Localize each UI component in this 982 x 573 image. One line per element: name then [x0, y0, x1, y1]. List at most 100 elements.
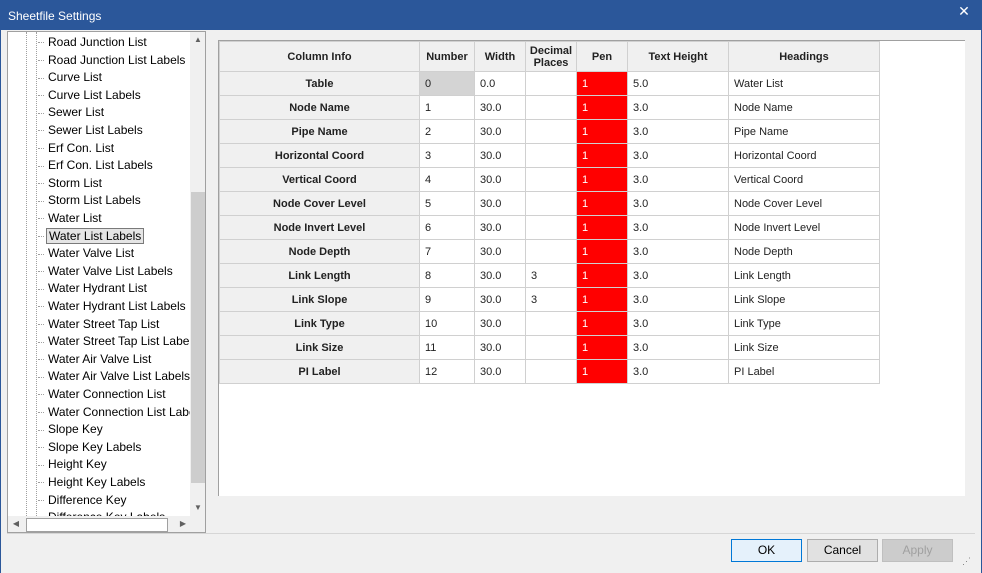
column-header[interactable]: Column Info [219, 41, 420, 72]
cell-decimals[interactable] [525, 191, 577, 216]
cell-decimals[interactable] [525, 215, 577, 240]
tree-item[interactable]: Difference Key [38, 492, 129, 509]
cell-width[interactable]: 30.0 [474, 359, 526, 384]
cell-decimals[interactable] [525, 119, 577, 144]
tree-item[interactable]: Water List [38, 210, 104, 227]
cell-number[interactable]: 9 [419, 287, 475, 312]
tree-item[interactable]: Water List Labels [38, 227, 145, 245]
scroll-down-icon[interactable]: ▼ [194, 503, 202, 512]
cell-number[interactable]: 2 [419, 119, 475, 144]
cell-number[interactable]: 6 [419, 215, 475, 240]
cell-width[interactable]: 30.0 [474, 95, 526, 120]
cell-width[interactable]: 30.0 [474, 287, 526, 312]
cell-text-height[interactable]: 3.0 [627, 287, 729, 312]
tree-item[interactable]: Water Hydrant List [38, 280, 149, 297]
sheet-tree[interactable]: Road Junction List Road Junction List Lab… [7, 31, 206, 533]
cell-heading[interactable]: Link Type [728, 311, 880, 336]
tree-item[interactable]: Slope Key [38, 421, 105, 438]
column-header[interactable]: Headings [728, 41, 880, 72]
tree-item[interactable]: Height Key [38, 456, 109, 473]
cell-width[interactable]: 30.0 [474, 191, 526, 216]
column-header[interactable]: Pen [576, 41, 628, 72]
tree-item[interactable]: Road Junction List [38, 34, 149, 51]
column-header[interactable]: Decimal Places [525, 41, 577, 72]
tree-item[interactable]: Water Valve List Labels [38, 263, 175, 280]
cell-heading[interactable]: Link Length [728, 263, 880, 288]
cell-decimals[interactable] [525, 71, 577, 96]
cell-heading[interactable]: Node Invert Level [728, 215, 880, 240]
ok-button[interactable]: OK [731, 539, 802, 562]
tree-item[interactable]: Storm List Labels [38, 192, 143, 209]
cell-number[interactable]: 10 [419, 311, 475, 336]
cell-pen[interactable]: 1 [576, 287, 628, 312]
tree-item[interactable]: Sewer List [38, 104, 106, 121]
cell-decimals[interactable]: 3 [525, 263, 577, 288]
cell-pen[interactable]: 1 [576, 359, 628, 384]
cell-heading[interactable]: Node Name [728, 95, 880, 120]
cell-number[interactable]: 1 [419, 95, 475, 120]
cell-text-height[interactable]: 3.0 [627, 335, 729, 360]
close-icon[interactable]: ✕ [958, 3, 970, 19]
cell-decimals[interactable] [525, 359, 577, 384]
cell-number[interactable]: 3 [419, 143, 475, 168]
tree-vertical-scrollbar[interactable]: ▲ ▼ [190, 32, 205, 516]
scroll-thumb[interactable] [26, 518, 168, 532]
cell-decimals[interactable] [525, 167, 577, 192]
cell-decimals[interactable] [525, 95, 577, 120]
cell-heading[interactable]: PI Label [728, 359, 880, 384]
tree-item[interactable]: Water Hydrant List Labels [38, 298, 188, 315]
cell-heading[interactable]: Water List [728, 71, 880, 96]
tree-item[interactable]: Water Street Tap List [38, 316, 161, 333]
cell-pen[interactable]: 1 [576, 215, 628, 240]
cell-heading[interactable]: Vertical Coord [728, 167, 880, 192]
cancel-button[interactable]: Cancel [807, 539, 878, 562]
apply-button[interactable]: Apply [882, 539, 953, 562]
tree-item[interactable]: Difference Key Labels [38, 509, 167, 516]
cell-number[interactable]: 8 [419, 263, 475, 288]
cell-width[interactable]: 30.0 [474, 311, 526, 336]
tree-item[interactable]: Water Street Tap List Labels [38, 333, 191, 350]
cell-decimals[interactable] [525, 143, 577, 168]
scroll-right-icon[interactable]: ▶ [179, 519, 187, 528]
cell-width[interactable]: 0.0 [474, 71, 526, 96]
cell-text-height[interactable]: 5.0 [627, 71, 729, 96]
tree-item[interactable]: Erf Con. List [38, 140, 116, 157]
tree-item[interactable]: Storm List [38, 175, 104, 192]
cell-decimals[interactable] [525, 311, 577, 336]
cell-text-height[interactable]: 3.0 [627, 95, 729, 120]
cell-pen[interactable]: 1 [576, 71, 628, 96]
tree-item[interactable]: Height Key Labels [38, 474, 147, 491]
tree-item[interactable]: Curve List [38, 69, 104, 86]
cell-number[interactable]: 12 [419, 359, 475, 384]
cell-width[interactable]: 30.0 [474, 143, 526, 168]
cell-pen[interactable]: 1 [576, 167, 628, 192]
cell-heading[interactable]: Link Size [728, 335, 880, 360]
cell-heading[interactable]: Pipe Name [728, 119, 880, 144]
column-header[interactable]: Width [474, 41, 526, 72]
cell-number[interactable]: 7 [419, 239, 475, 264]
cell-width[interactable]: 30.0 [474, 263, 526, 288]
tree-item[interactable]: Water Air Valve List [38, 351, 153, 368]
cell-text-height[interactable]: 3.0 [627, 143, 729, 168]
cell-width[interactable]: 30.0 [474, 119, 526, 144]
cell-number[interactable]: 0 [419, 71, 475, 96]
cell-text-height[interactable]: 3.0 [627, 119, 729, 144]
cell-heading[interactable]: Node Depth [728, 239, 880, 264]
cell-pen[interactable]: 1 [576, 95, 628, 120]
tree-item[interactable]: Slope Key Labels [38, 439, 143, 456]
cell-decimals[interactable]: 3 [525, 287, 577, 312]
scroll-thumb[interactable] [191, 192, 205, 483]
tree-item[interactable]: Water Valve List [38, 245, 136, 262]
cell-heading[interactable]: Node Cover Level [728, 191, 880, 216]
cell-width[interactable]: 30.0 [474, 335, 526, 360]
cell-pen[interactable]: 1 [576, 191, 628, 216]
tree-item[interactable]: Water Connection List Labels [38, 404, 191, 421]
cell-number[interactable]: 5 [419, 191, 475, 216]
tree-item[interactable]: Water Air Valve List Labels [38, 368, 191, 385]
tree-item[interactable]: Water Connection List [38, 386, 168, 403]
cell-pen[interactable]: 1 [576, 263, 628, 288]
tree-item[interactable]: Erf Con. List Labels [38, 157, 155, 174]
cell-heading[interactable]: Link Slope [728, 287, 880, 312]
cell-width[interactable]: 30.0 [474, 167, 526, 192]
tree-horizontal-scrollbar[interactable]: ◀ ▶ [8, 516, 191, 532]
